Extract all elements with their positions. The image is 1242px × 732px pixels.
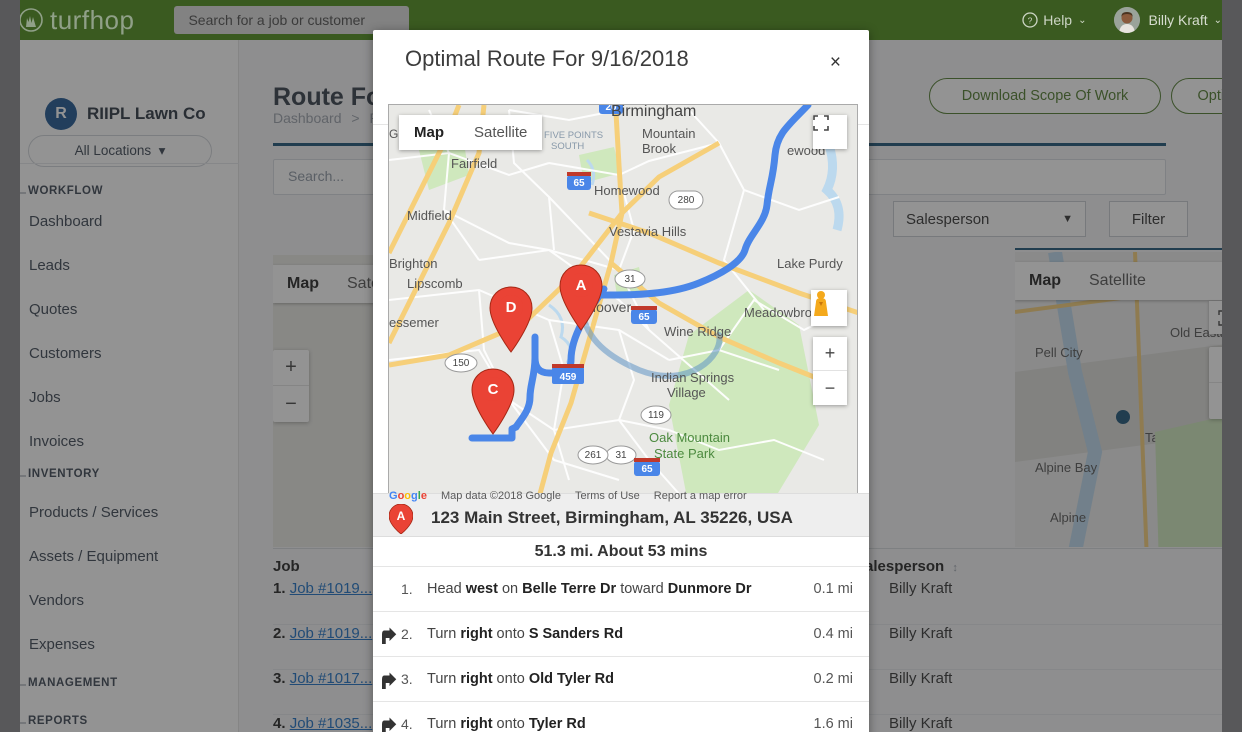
svg-text:Mountain: Mountain <box>642 126 695 141</box>
svg-text:65: 65 <box>638 312 650 323</box>
svg-text:261: 261 <box>585 450 602 461</box>
svg-text:Lake Purdy: Lake Purdy <box>777 256 843 271</box>
svg-text:Indian Springs: Indian Springs <box>651 370 735 385</box>
svg-text:150: 150 <box>453 358 470 369</box>
svg-text:Village: Village <box>667 385 706 400</box>
svg-text:D: D <box>506 299 517 316</box>
svg-text:459: 459 <box>560 372 577 383</box>
svg-text:A: A <box>576 277 587 294</box>
svg-text:FIVE POINTS: FIVE POINTS <box>544 130 603 141</box>
svg-text:280: 280 <box>678 195 695 206</box>
svg-text:65: 65 <box>641 464 653 475</box>
svg-text:Midfield: Midfield <box>407 208 452 223</box>
svg-text:Birmingham: Birmingham <box>611 105 696 120</box>
svg-text:Oak Mountain: Oak Mountain <box>649 430 730 445</box>
svg-text:SOUTH: SOUTH <box>551 141 584 152</box>
svg-text:?: ? <box>1028 16 1033 26</box>
svg-text:Fairfield: Fairfield <box>451 156 497 171</box>
svg-text:essemer: essemer <box>389 315 440 330</box>
svg-text:31: 31 <box>624 274 636 285</box>
svg-text:Homewood: Homewood <box>594 183 660 198</box>
svg-text:State Park: State Park <box>654 446 715 461</box>
svg-text:Brighton: Brighton <box>389 256 437 271</box>
svg-text:31: 31 <box>615 450 627 461</box>
svg-text:Lipscomb: Lipscomb <box>407 276 463 291</box>
svg-text:Vestavia Hills: Vestavia Hills <box>609 224 687 239</box>
svg-text:119: 119 <box>648 410 664 421</box>
svg-text:65: 65 <box>573 178 585 189</box>
svg-text:Brook: Brook <box>642 141 676 156</box>
svg-text:Wine Ridge: Wine Ridge <box>664 324 731 339</box>
svg-text:C: C <box>488 381 499 398</box>
svg-text:A: A <box>397 509 406 523</box>
